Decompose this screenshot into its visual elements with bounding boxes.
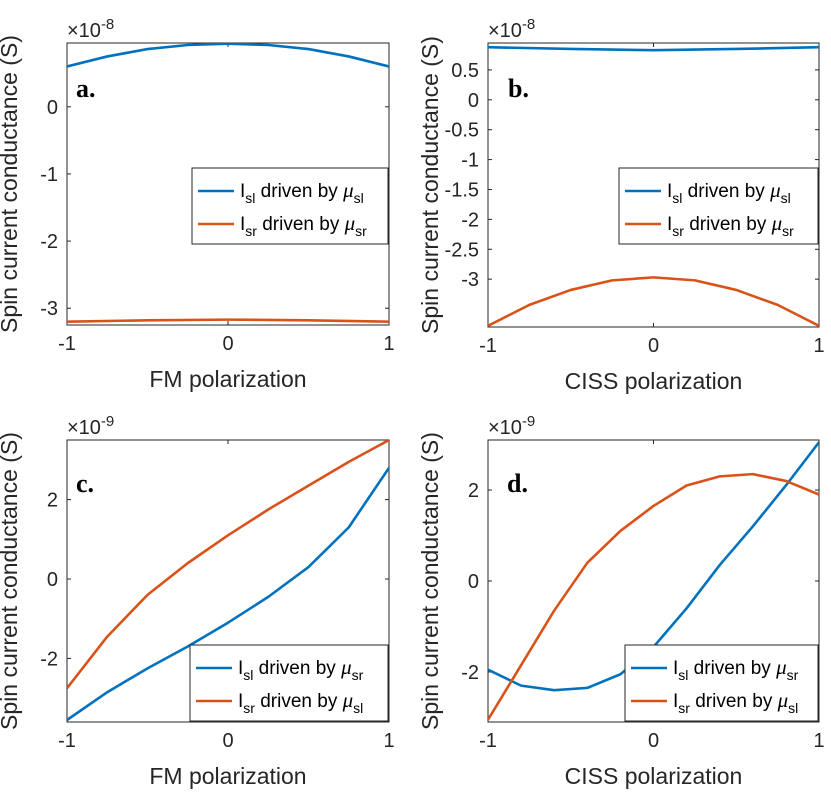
legend: Isl driven by μsr Isr driven by μsl: [189, 644, 389, 722]
y-tick-label: 0: [468, 90, 479, 112]
x-tick-label: -1: [58, 333, 76, 355]
y-exponent-label: ×10-9: [488, 413, 535, 439]
legend: Isl driven by μsl Isr driven by μsr: [618, 167, 819, 245]
legend-entry: Isl driven by μsl: [240, 178, 364, 206]
y-axis-label: Spin current conductance (S): [0, 432, 22, 730]
legend: Isl driven by μsr Isr driven by μsl: [624, 644, 819, 722]
x-axis-label: FM polarization: [149, 763, 306, 789]
x-tick-label: 1: [383, 333, 394, 355]
legend-box: [191, 167, 389, 245]
y-tick-label: -2: [461, 662, 479, 684]
legend-entry: Isl driven by μsr: [238, 655, 364, 683]
x-tick-label: 0: [222, 730, 233, 752]
y-tick-label: -1: [40, 164, 58, 186]
panel-letter: d.: [507, 469, 528, 498]
x-tick-label: 0: [222, 333, 233, 355]
y-tick-label: -1: [461, 150, 479, 172]
x-tick-label: 1: [813, 730, 824, 752]
legend-entry: Isr driven by μsr: [667, 211, 794, 239]
panel-letter: c.: [76, 469, 94, 498]
x-axis-label: CISS polarization: [565, 763, 743, 789]
y-tick-label: -2: [40, 231, 58, 253]
legend-entry: Isl driven by μsr: [673, 655, 799, 683]
y-tick-label: 2: [47, 490, 58, 512]
x-tick-label: 0: [648, 335, 659, 357]
panel-letter: a.: [76, 74, 96, 103]
y-tick-label: -2.5: [445, 239, 479, 261]
legend-box: [189, 644, 389, 722]
y-tick-label: -2: [40, 648, 58, 670]
x-axis-label: FM polarization: [149, 366, 306, 392]
x-tick-label: 1: [383, 730, 394, 752]
x-tick-label: 0: [648, 730, 659, 752]
legend-entry: Isr driven by μsr: [240, 211, 367, 239]
y-axis-label: Spin current conductance (S): [417, 432, 443, 730]
x-tick-label: -1: [479, 335, 497, 357]
legend-entry: Isr driven by μsl: [673, 688, 798, 716]
legend-entry: Isr driven by μsl: [238, 688, 363, 716]
chart-panel-2: -1 0 1 -3 -2.5 -2 -1.5 -1 -0.5 0 0.5 ×10-8 CISS pola…: [417, 16, 825, 394]
series-line-2: [488, 276, 819, 327]
y-tick-label: -3: [40, 298, 58, 320]
x-tick-label: 1: [813, 335, 824, 357]
series-line-1: [488, 45, 819, 52]
panel-letter: b.: [508, 74, 529, 103]
legend: Isl driven by μsl Isr driven by μsr: [191, 167, 389, 245]
y-tick-label: 2: [468, 480, 479, 502]
y-tick-label: 0.5: [451, 60, 479, 82]
legend-box: [624, 644, 819, 722]
x-tick-label: -1: [58, 730, 76, 752]
x-tick-label: -1: [479, 730, 497, 752]
y-axis-label: Spin current conductance (S): [0, 35, 22, 333]
y-exponent-label: ×10-8: [488, 16, 535, 42]
y-tick-label: 0: [47, 569, 58, 591]
x-axis-label: CISS polarization: [565, 368, 743, 394]
chart-panel-4: -1 0 1 -2 0 2 ×10-9 CISS polarization Spin curre…: [417, 413, 825, 789]
legend-box: [618, 167, 819, 245]
y-tick-label: 0: [468, 571, 479, 593]
y-tick-label: -3: [461, 269, 479, 291]
y-tick-label: 0: [47, 97, 58, 119]
chart-panel-1: -1 0 1 -3 -2 -1 0 ×10-8 FM polarization Spin curr…: [0, 16, 395, 392]
series-line-1: [67, 467, 389, 722]
y-exponent-label: ×10-8: [67, 16, 114, 42]
legend-entry: Isl driven by μsl: [667, 178, 791, 206]
y-axis-label: Spin current conductance (S): [417, 36, 443, 334]
series-line-2: [67, 440, 389, 690]
series-line-1: [67, 43, 389, 68]
chart-panel-3: -1 0 1 -2 0 2 ×10-9 FM polarization Spin current…: [0, 413, 395, 789]
y-tick-label: -0.5: [445, 120, 479, 142]
series-line-2: [488, 472, 819, 721]
series-line-2: [67, 318, 389, 323]
y-tick-label: -1.5: [445, 179, 479, 201]
y-exponent-label: ×10-9: [67, 413, 114, 439]
y-tick-label: -2: [461, 209, 479, 231]
